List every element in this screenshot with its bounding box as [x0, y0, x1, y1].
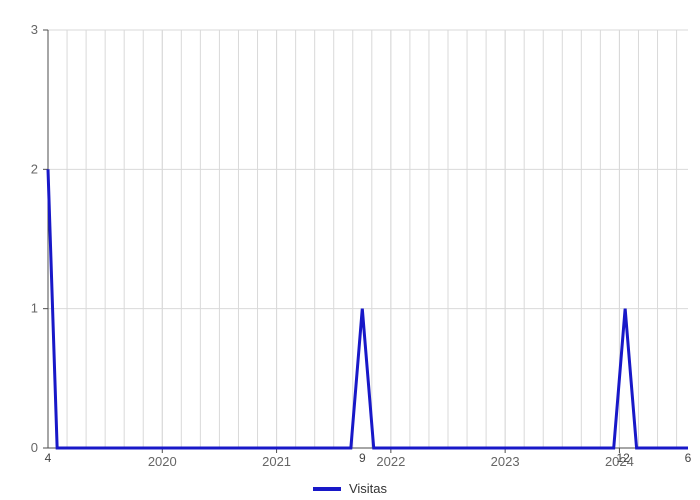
svg-text:2023: 2023: [491, 454, 520, 469]
svg-text:2020: 2020: [148, 454, 177, 469]
svg-text:2021: 2021: [262, 454, 291, 469]
svg-text:9: 9: [359, 451, 366, 465]
svg-text:2022: 2022: [376, 454, 405, 469]
visits-chart: { "chart": { "type": "line", "title": "V…: [0, 0, 700, 500]
svg-text:1: 1: [31, 301, 38, 316]
svg-text:12: 12: [616, 451, 630, 465]
svg-text:3: 3: [31, 22, 38, 37]
svg-text:0: 0: [31, 440, 38, 455]
legend-label: Visitas: [349, 481, 387, 496]
svg-text:4: 4: [45, 451, 52, 465]
svg-text:6: 6: [685, 451, 692, 465]
legend: Visitas: [0, 480, 700, 496]
legend-swatch: [313, 487, 341, 491]
svg-text:2: 2: [31, 161, 38, 176]
chart-svg: 01232020202120222023202449126: [0, 0, 700, 500]
